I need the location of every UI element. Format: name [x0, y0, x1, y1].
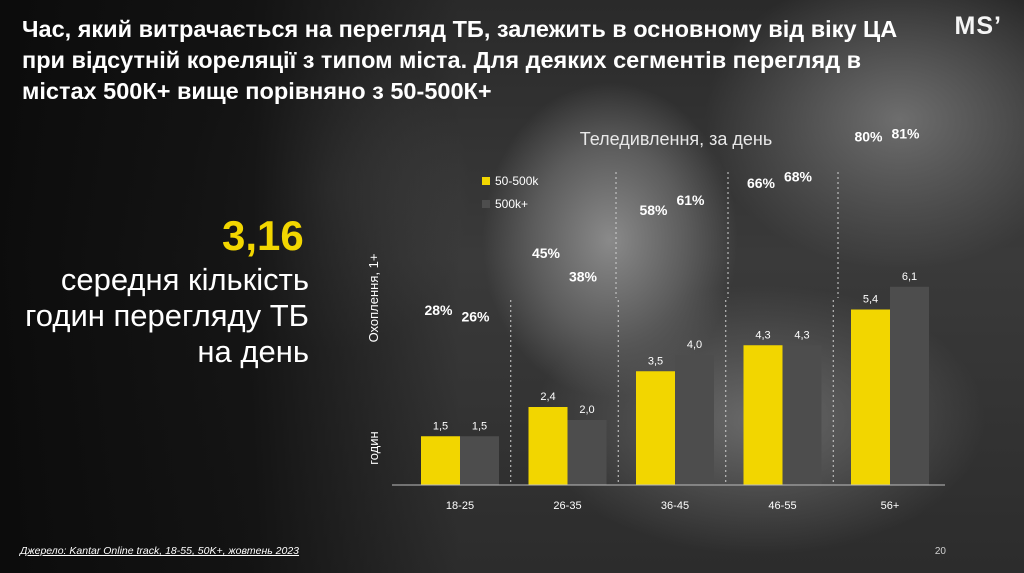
value-label: 6,1 [902, 271, 917, 283]
coverage-label: 81% [891, 125, 920, 141]
page-number: 20 [934, 546, 946, 557]
chart-title: Теледивлення, за день [580, 129, 772, 149]
coverage-label: 68% [784, 169, 813, 185]
legend-label: 500k+ [495, 197, 528, 211]
value-label: 4,0 [687, 339, 702, 351]
legend-swatch [482, 200, 490, 208]
value-label: 2,4 [540, 391, 555, 403]
chart-legend: 50-500k 500k+ [482, 174, 539, 211]
bar-series1-46-55 [743, 345, 783, 485]
highlight-caption: середня кількість годин перегляду ТБ на … [25, 262, 309, 369]
value-label: 1,5 [472, 420, 487, 432]
value-label: 3,5 [648, 355, 663, 367]
background-shade [0, 0, 460, 573]
coverage-label: 26% [461, 308, 490, 324]
x-tick-label: 46-55 [768, 500, 796, 512]
bar-series2-26-35 [567, 420, 607, 485]
bar-series [421, 286, 929, 485]
source-note: Джерело: Kantar Online track, 18-55, 50K… [20, 545, 300, 557]
bar-series1-18-25 [421, 436, 460, 485]
coverage-label: 58% [639, 202, 668, 218]
legend-swatch [482, 177, 490, 185]
legend-label: 50-500k [495, 174, 539, 188]
page-title: Час, який витрачається на перегляд ТБ, з… [22, 16, 898, 104]
coverage-label: 38% [569, 268, 598, 284]
hours-axis-label: годин [366, 431, 381, 464]
value-label: 4,3 [755, 329, 770, 341]
value-label: 2,0 [579, 404, 594, 416]
bar-series2-46-55 [782, 345, 822, 485]
coverage-axis-label: Охоплення, 1+ [366, 254, 381, 343]
x-tick-labels: 18-25 26-35 36-45 46-55 56+ [446, 500, 899, 512]
bar-series1-26-35 [528, 407, 568, 485]
group-separators [510, 172, 839, 482]
coverage-label: 80% [854, 129, 883, 145]
value-labels: 1,5 1,5 2,4 2,0 3,5 4,0 4,3 4,3 5,4 6,1 [433, 271, 917, 433]
bar-series2-18-25 [460, 436, 499, 485]
x-tick-label: 36-45 [661, 500, 689, 512]
value-label: 5,4 [863, 294, 878, 306]
x-tick-label: 18-25 [446, 500, 474, 512]
coverage-label: 61% [676, 192, 705, 208]
value-label: 4,3 [794, 329, 809, 341]
bar-series2-36-45 [675, 355, 714, 485]
coverage-label: 28% [424, 302, 453, 318]
value-label: 1,5 [433, 420, 448, 432]
coverage-label: 45% [532, 245, 561, 261]
brand-logo: MS’ [954, 12, 1002, 40]
coverage-labels: 28% 26% 45% 38% 58% 61% 66% 68% 80% 81% [424, 125, 920, 324]
x-tick-label: 26-35 [553, 500, 581, 512]
bar-series1-56+ [851, 309, 890, 485]
x-tick-label: 56+ [881, 500, 900, 512]
highlight-value: 3,16 [222, 212, 304, 259]
coverage-label: 66% [747, 175, 776, 191]
bar-series2-56+ [890, 286, 929, 485]
bar-series1-36-45 [636, 371, 675, 485]
